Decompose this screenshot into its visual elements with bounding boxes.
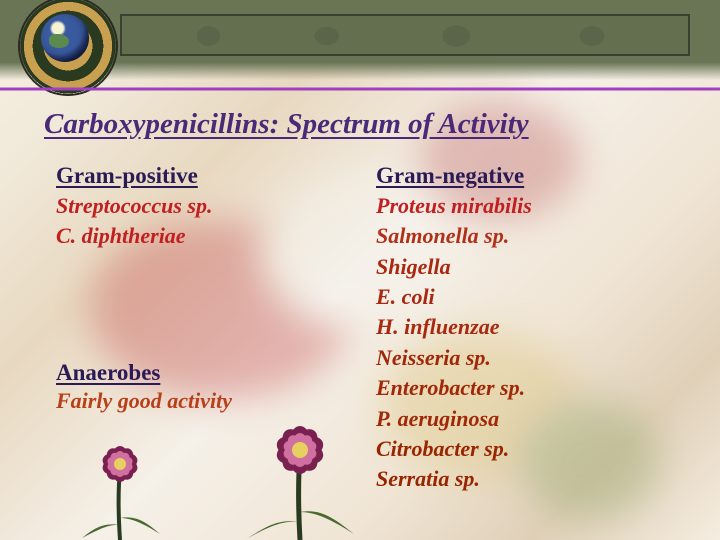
flower-decoration-icon <box>74 430 166 540</box>
list-item: Salmonella sp. <box>376 221 678 251</box>
list-item: Shigella <box>376 252 678 282</box>
list-item: E. coli <box>376 282 678 312</box>
gram-negative-list: Proteus mirabilisSalmonella sp.ShigellaE… <box>376 191 678 495</box>
gram-negative-heading: Gram-negative <box>376 163 678 189</box>
gram-positive-heading: Gram-positive <box>56 163 358 189</box>
list-item: Enterobacter sp. <box>376 373 678 403</box>
header-inner-frame <box>120 14 690 56</box>
list-item: Proteus mirabilis <box>376 191 678 221</box>
header-band <box>0 0 720 80</box>
list-item: H. influenzae <box>376 312 678 342</box>
list-item: C. diphtheriae <box>56 221 358 251</box>
list-item: Streptococcus sp. <box>56 191 358 221</box>
anaerobes-heading: Anaerobes <box>56 360 358 386</box>
right-column: Gram-negative Proteus mirabilisSalmonell… <box>358 163 678 495</box>
globe-icon <box>41 14 89 62</box>
slide-title: Carboxypenicillins: Spectrum of Activity <box>44 108 720 141</box>
university-seal-logo <box>18 0 118 96</box>
flower-decoration-icon <box>240 410 360 540</box>
gram-positive-list: Streptococcus sp.C. diphtheriae <box>56 191 358 252</box>
list-item: P. aeruginosa <box>376 404 678 434</box>
divider-line <box>0 85 720 93</box>
list-item: Citrobacter sp. <box>376 434 678 464</box>
list-item: Serratia sp. <box>376 464 678 494</box>
list-item: Neisseria sp. <box>376 343 678 373</box>
